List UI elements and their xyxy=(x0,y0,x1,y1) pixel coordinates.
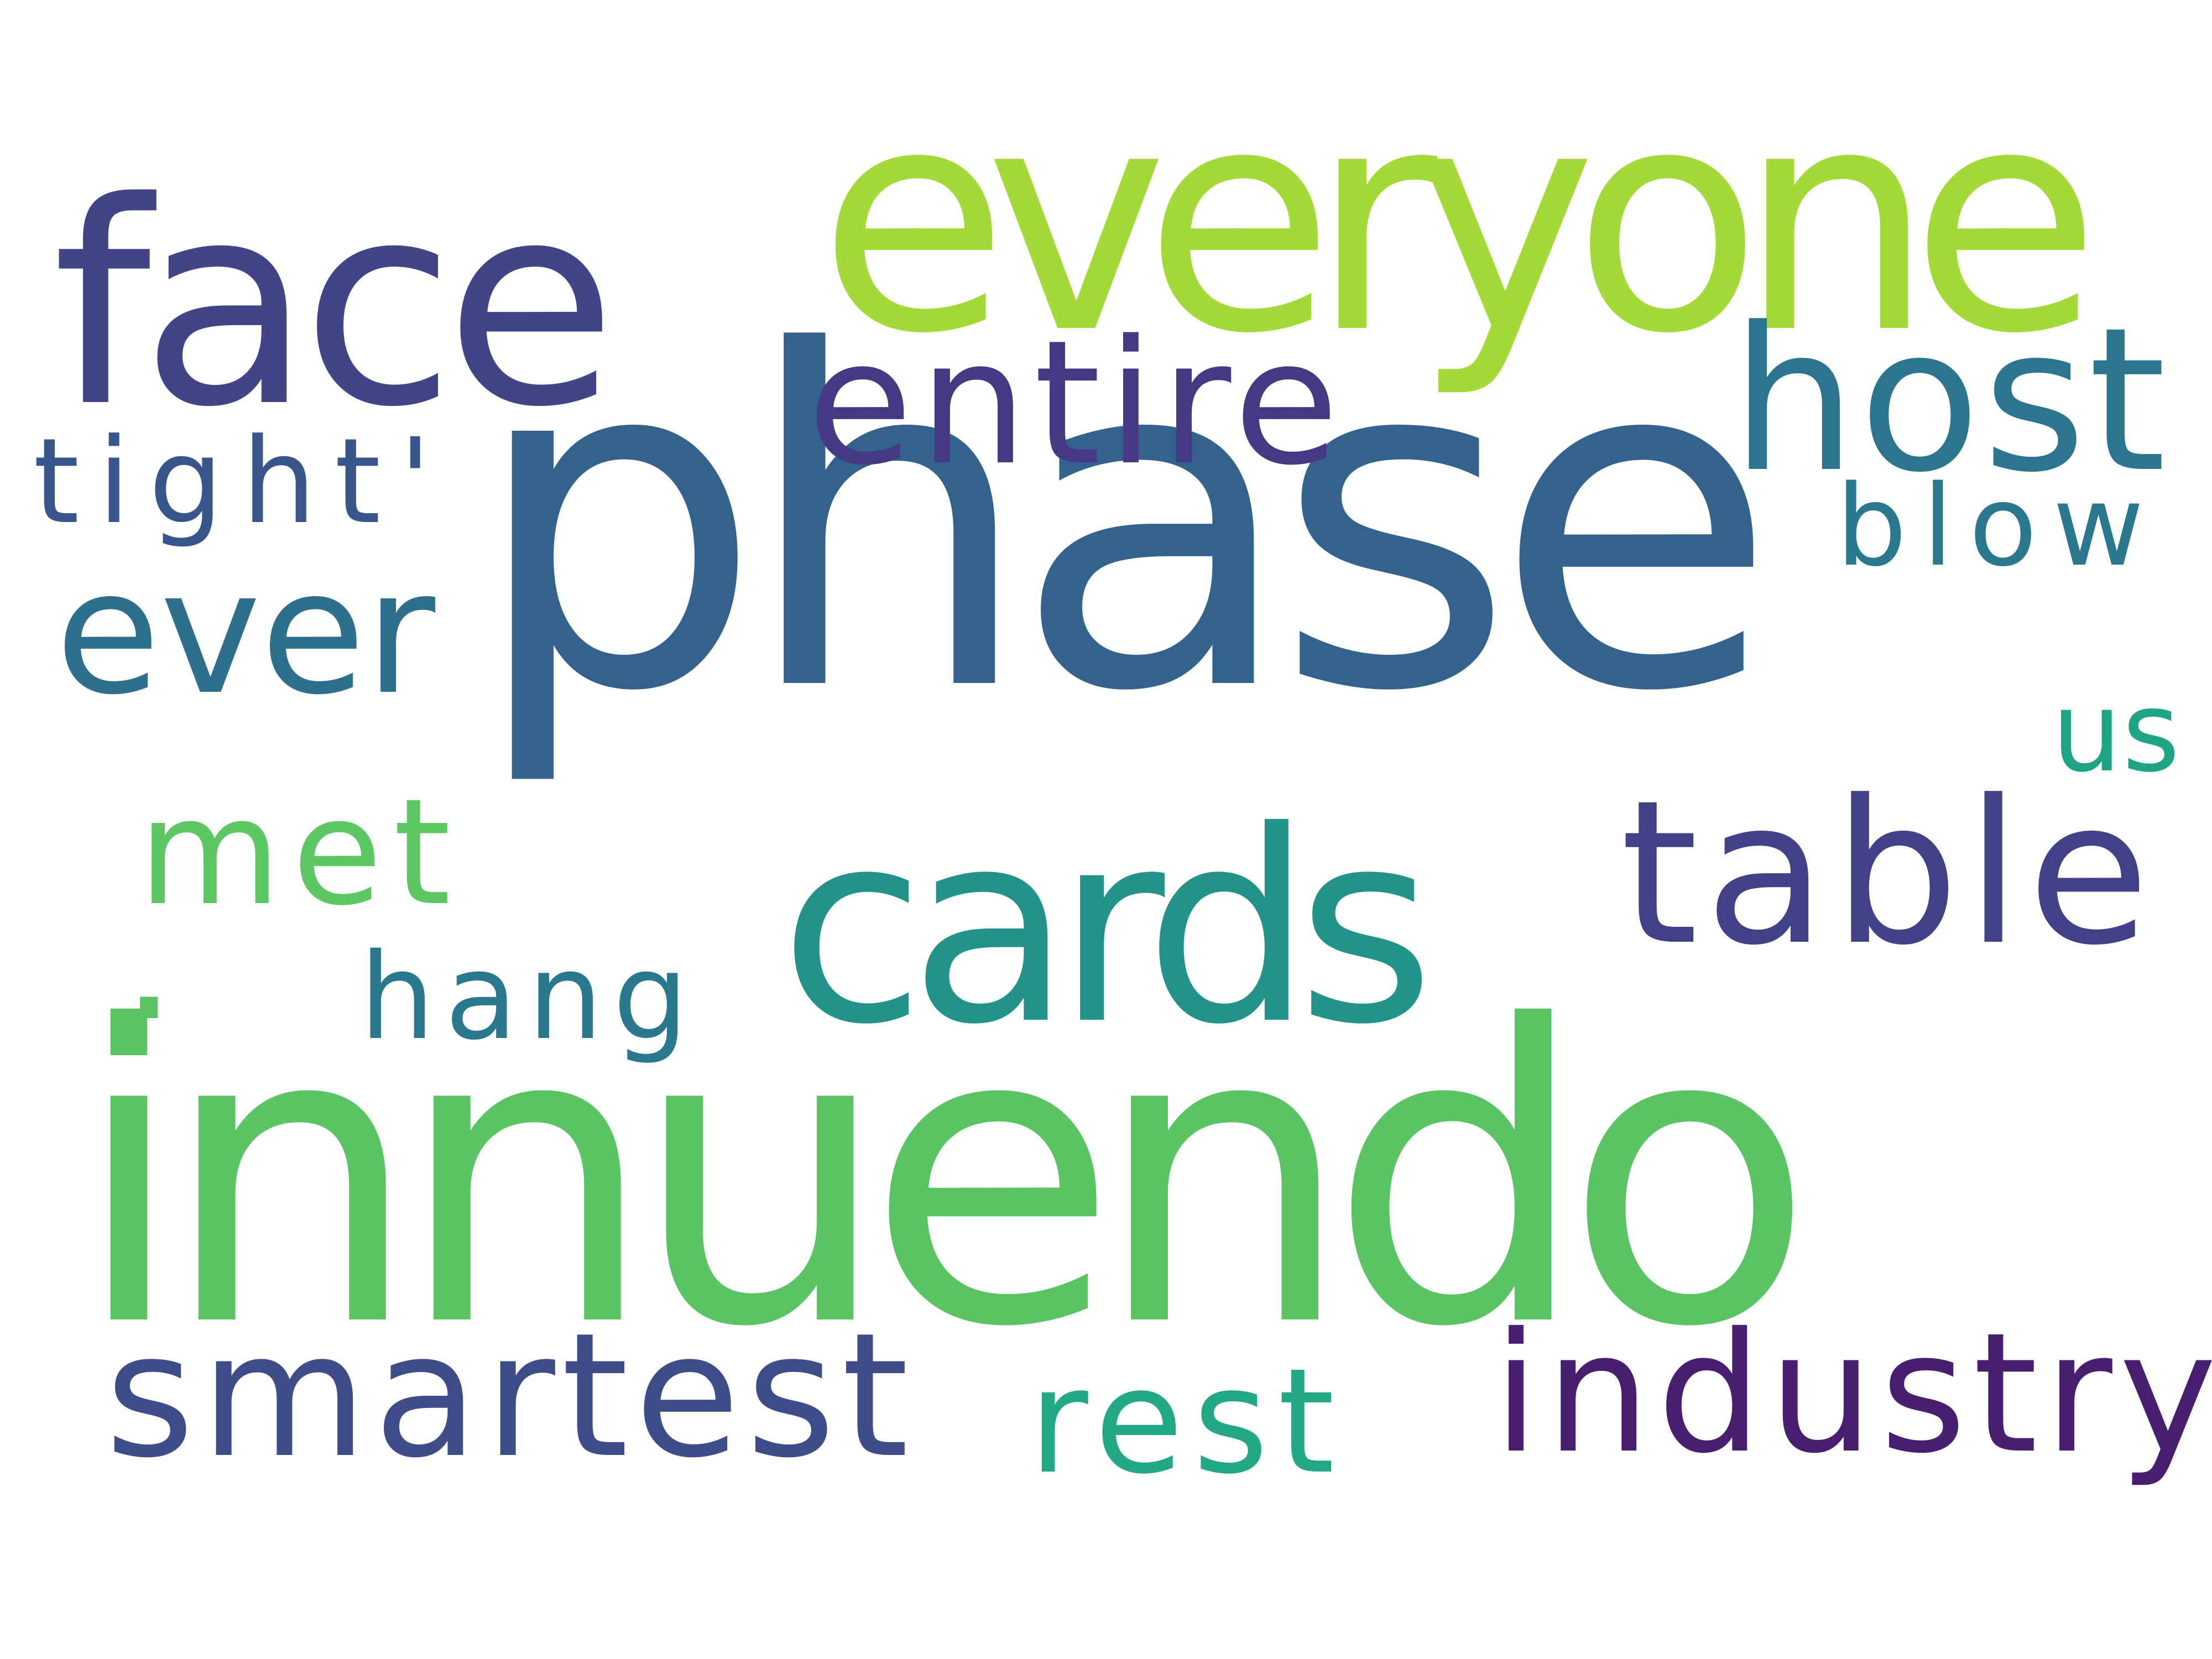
word-rest: rest xyxy=(1029,1337,1344,1506)
word-cards: cards xyxy=(780,774,1434,1082)
word-hang: hang xyxy=(359,927,698,1066)
word-blow: blow xyxy=(1836,461,2160,591)
word-table: table xyxy=(1620,758,2157,989)
word-ever: ever xyxy=(55,533,435,732)
word-face: face xyxy=(53,143,617,468)
word-smartest: smartest xyxy=(105,1296,915,1496)
word-phase: phase xyxy=(470,255,1778,792)
word-us: us xyxy=(2052,668,2180,797)
word-everyone: everyone xyxy=(818,41,2100,401)
word-innuendo: innuendo xyxy=(72,940,1814,1416)
word-entire: entire xyxy=(807,304,1345,503)
word-host: host xyxy=(1731,285,2168,516)
word-tight: tight' xyxy=(33,413,450,550)
word-dot: . xyxy=(122,859,176,1059)
word-industry: industry xyxy=(1493,1297,2212,1490)
word-met: met xyxy=(138,768,462,938)
